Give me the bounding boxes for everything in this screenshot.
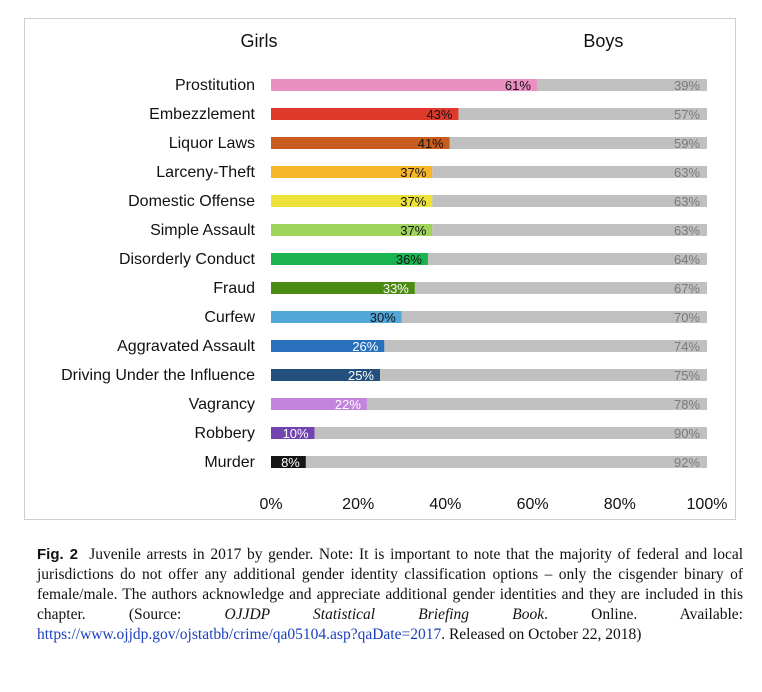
data-label-boys: 90%: [674, 426, 700, 441]
bar-boys[interactable]: [306, 456, 707, 468]
category-label: Embezzlement: [149, 106, 255, 123]
data-label-boys: 78%: [674, 397, 700, 412]
data-label-boys: 92%: [674, 455, 700, 470]
data-label-girls: 43%: [426, 107, 452, 122]
category-label: Liquor Laws: [169, 135, 255, 152]
data-label-boys: 70%: [674, 310, 700, 325]
caption-text-2: . Online. Available:: [544, 606, 743, 623]
data-label-girls: 37%: [400, 223, 426, 238]
x-tick-label: 40%: [429, 496, 461, 513]
legend-girls: Girls: [241, 31, 278, 51]
data-label-girls: 37%: [400, 194, 426, 209]
legend-boys: Boys: [583, 31, 623, 51]
bar-boys[interactable]: [415, 282, 707, 294]
data-label-boys: 64%: [674, 252, 700, 267]
category-label: Disorderly Conduct: [119, 251, 256, 268]
category-label: Vagrancy: [189, 396, 255, 413]
data-label-boys: 39%: [674, 78, 700, 93]
category-label: Prostitution: [175, 77, 255, 94]
bar-boys[interactable]: [450, 137, 707, 149]
x-tick-label: 100%: [687, 496, 728, 513]
caption-source: OJJDP Statistical Briefing Book: [225, 606, 545, 623]
stacked-bar-chart: Girls Boys Prostitution 61% 39% Embezzlement 4…: [25, 19, 737, 521]
category-label: Larceny-Theft: [156, 164, 255, 181]
data-label-boys: 67%: [674, 281, 700, 296]
data-label-girls: 22%: [335, 397, 361, 412]
category-label: Curfew: [204, 309, 255, 326]
category-label: Domestic Offense: [128, 193, 255, 210]
data-label-boys: 74%: [674, 339, 700, 354]
bar-boys[interactable]: [428, 253, 707, 265]
data-label-girls: 25%: [348, 368, 374, 383]
bar-boys[interactable]: [380, 369, 707, 381]
x-tick-label: 20%: [342, 496, 374, 513]
bar-boys[interactable]: [315, 427, 707, 439]
data-label-girls: 41%: [418, 136, 444, 151]
data-label-boys: 63%: [674, 223, 700, 238]
category-label: Driving Under the Influence: [61, 367, 255, 384]
bar-boys[interactable]: [367, 398, 707, 410]
bar-boys[interactable]: [402, 311, 707, 323]
figure-label: Fig. 2: [37, 546, 78, 563]
chart-frame: Girls Boys Prostitution 61% 39% Embezzlement 4…: [24, 18, 736, 520]
data-label-boys: 63%: [674, 194, 700, 209]
caption-url-link[interactable]: https://www.ojjdp.gov/ojstatbb/crime/qa0…: [37, 626, 441, 643]
bar-boys[interactable]: [458, 108, 707, 120]
bar-boys[interactable]: [384, 340, 707, 352]
x-tick-label: 80%: [604, 496, 636, 513]
data-label-boys: 63%: [674, 165, 700, 180]
data-label-boys: 57%: [674, 107, 700, 122]
data-label-boys: 75%: [674, 368, 700, 383]
data-label-girls: 33%: [383, 281, 409, 296]
data-label-boys: 59%: [674, 136, 700, 151]
figure-caption: Fig. 2 Juvenile arrests in 2017 by gende…: [37, 545, 743, 645]
x-tick-label: 0%: [259, 496, 282, 513]
bar-boys[interactable]: [432, 195, 707, 207]
data-label-girls: 8%: [281, 455, 300, 470]
category-label: Robbery: [195, 425, 255, 442]
category-label: Simple Assault: [150, 222, 255, 239]
category-label: Aggravated Assault: [117, 338, 255, 355]
data-label-girls: 10%: [283, 426, 309, 441]
x-tick-label: 60%: [517, 496, 549, 513]
data-label-girls: 37%: [400, 165, 426, 180]
data-label-girls: 61%: [505, 78, 531, 93]
data-label-girls: 26%: [352, 339, 378, 354]
bar-boys[interactable]: [432, 166, 707, 178]
caption-text-end: . Released on October 22, 2018): [441, 626, 641, 643]
bar-girls[interactable]: [271, 79, 537, 91]
data-label-girls: 30%: [370, 310, 396, 325]
category-label: Murder: [204, 454, 255, 471]
bar-boys[interactable]: [432, 224, 707, 236]
category-label: Fraud: [213, 280, 255, 297]
data-label-girls: 36%: [396, 252, 422, 267]
